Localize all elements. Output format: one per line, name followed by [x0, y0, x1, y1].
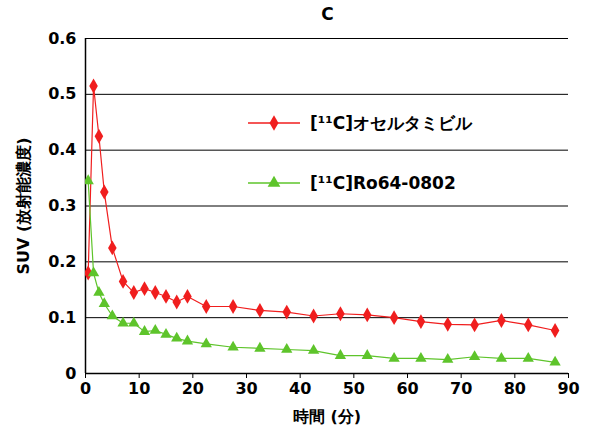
- svg-text:60: 60: [396, 379, 418, 398]
- svg-text:0.6: 0.6: [48, 29, 76, 48]
- html-text:C: C: [321, 4, 334, 24]
- html-text:[¹¹C]Ro64-0802: [¹¹C]Ro64-0802: [310, 173, 456, 193]
- svg-text:10: 10: [128, 379, 150, 398]
- svg-text:90: 90: [557, 379, 579, 398]
- svg-text:80: 80: [504, 379, 526, 398]
- svg-text:20: 20: [182, 379, 204, 398]
- svg-text:70: 70: [450, 379, 472, 398]
- svg-text:0: 0: [80, 379, 91, 398]
- svg-text:0.5: 0.5: [48, 84, 76, 103]
- svg-text:0.3: 0.3: [48, 196, 76, 215]
- svg-text:30: 30: [235, 379, 257, 398]
- html-text:[¹¹C]オセルタミビル: [¹¹C]オセルタミビル: [310, 112, 472, 133]
- svg-text:0.2: 0.2: [48, 252, 76, 271]
- svg-text:50: 50: [343, 379, 365, 398]
- svg-text:時間 (分): 時間 (分): [293, 407, 361, 426]
- svg-text:0.4: 0.4: [48, 140, 76, 159]
- svg-text:0: 0: [65, 364, 76, 383]
- svg-text:SUV (放射能濃度): SUV (放射能濃度): [14, 137, 33, 274]
- svg-text:0.1: 0.1: [48, 308, 76, 327]
- svg-text:40: 40: [289, 379, 311, 398]
